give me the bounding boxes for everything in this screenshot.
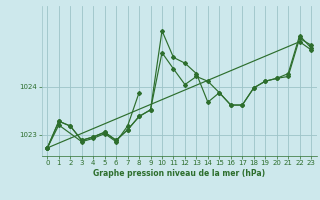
X-axis label: Graphe pression niveau de la mer (hPa): Graphe pression niveau de la mer (hPa) bbox=[93, 169, 265, 178]
